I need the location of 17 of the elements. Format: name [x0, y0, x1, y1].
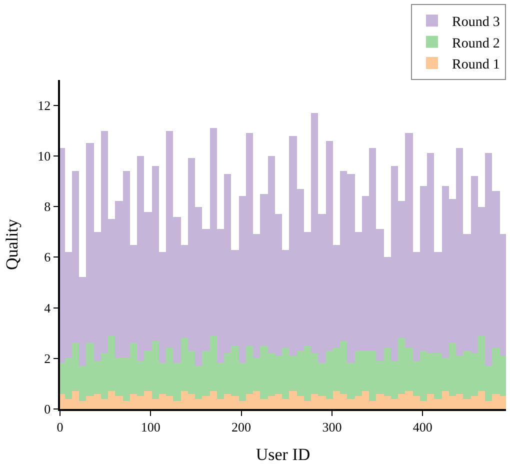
y-axis-title: Quality — [2, 218, 22, 270]
legend-label: Round 1 — [452, 57, 500, 72]
y-tick-label: 6 — [44, 250, 52, 265]
y-tick-label: 10 — [38, 148, 51, 164]
x-tick-label: 100 — [140, 419, 160, 434]
y-tick-label: 4 — [44, 300, 52, 316]
x-tick-label: 300 — [322, 419, 342, 434]
y-tick-label: 8 — [44, 199, 51, 214]
x-tick-label: 0 — [56, 419, 64, 434]
x-axis-title: User ID — [256, 445, 310, 464]
y-tick-label: 2 — [44, 350, 51, 366]
x-tick-label: 200 — [232, 419, 252, 434]
legend-label: Round 2 — [452, 36, 500, 52]
y-tick-label: 0 — [44, 402, 51, 417]
x-tick-label: 400 — [412, 419, 432, 434]
y-tick-label: 12 — [38, 98, 51, 113]
legend-label: Round 3 — [452, 15, 500, 30]
